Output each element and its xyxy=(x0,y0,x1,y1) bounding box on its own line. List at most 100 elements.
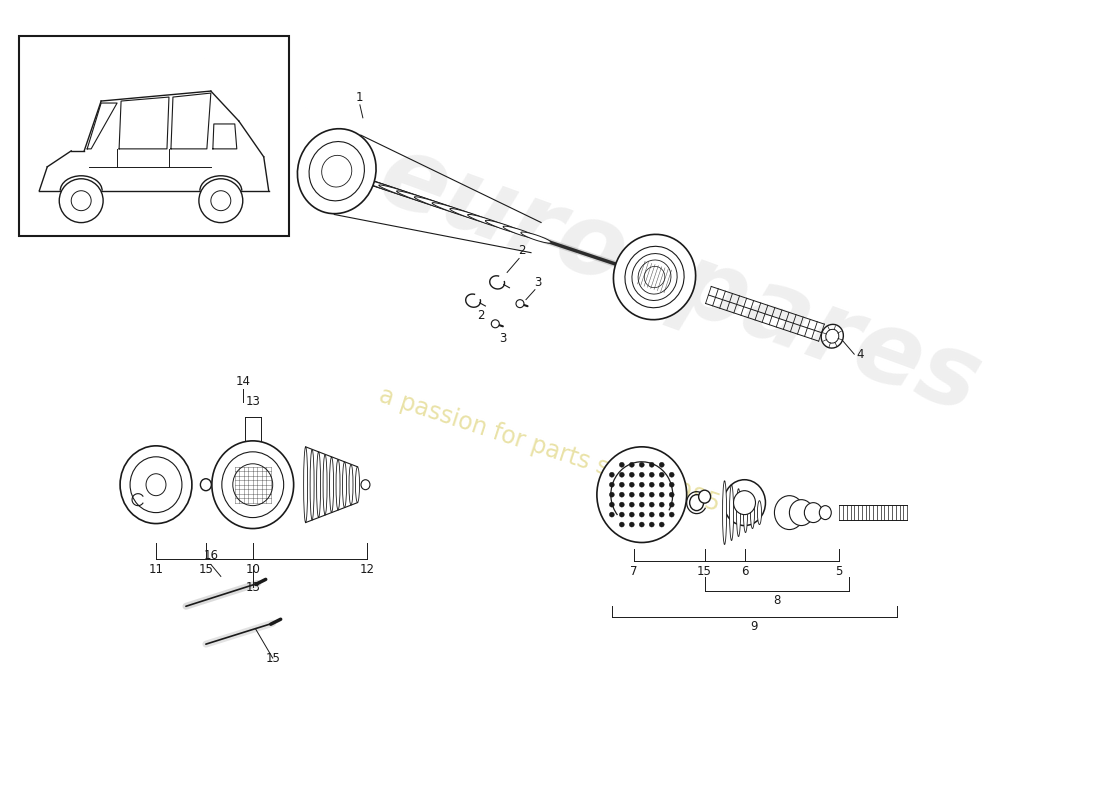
Ellipse shape xyxy=(645,266,664,288)
Circle shape xyxy=(659,482,664,487)
Ellipse shape xyxy=(822,324,844,348)
Ellipse shape xyxy=(200,478,211,490)
Circle shape xyxy=(659,492,664,497)
Ellipse shape xyxy=(729,485,734,541)
Circle shape xyxy=(72,190,91,210)
Circle shape xyxy=(669,502,674,507)
Circle shape xyxy=(629,512,635,517)
Ellipse shape xyxy=(820,506,832,519)
Circle shape xyxy=(639,522,645,527)
Text: a passion for parts since 1985: a passion for parts since 1985 xyxy=(376,383,724,517)
Circle shape xyxy=(516,300,524,308)
Ellipse shape xyxy=(485,220,524,234)
Text: 13: 13 xyxy=(245,582,261,594)
Ellipse shape xyxy=(361,179,428,202)
Ellipse shape xyxy=(597,447,686,542)
Circle shape xyxy=(649,472,654,478)
Circle shape xyxy=(659,472,664,478)
Circle shape xyxy=(619,502,625,507)
Text: eurospares: eurospares xyxy=(366,126,993,434)
Circle shape xyxy=(639,462,645,467)
Ellipse shape xyxy=(750,497,755,529)
Text: 11: 11 xyxy=(148,563,164,576)
Circle shape xyxy=(619,492,625,497)
Ellipse shape xyxy=(297,129,376,214)
Ellipse shape xyxy=(323,454,327,515)
Ellipse shape xyxy=(638,260,671,294)
Ellipse shape xyxy=(432,202,483,220)
Ellipse shape xyxy=(614,234,695,320)
Ellipse shape xyxy=(734,490,756,514)
Circle shape xyxy=(629,502,635,507)
Ellipse shape xyxy=(343,173,415,198)
Ellipse shape xyxy=(342,462,346,508)
Ellipse shape xyxy=(233,464,273,506)
Ellipse shape xyxy=(317,452,320,518)
Circle shape xyxy=(649,512,654,517)
Ellipse shape xyxy=(361,480,370,490)
Circle shape xyxy=(211,190,231,210)
Ellipse shape xyxy=(521,232,551,243)
Text: 3: 3 xyxy=(535,276,541,289)
Text: 12: 12 xyxy=(360,563,375,576)
Circle shape xyxy=(639,472,645,478)
Circle shape xyxy=(659,522,664,527)
Circle shape xyxy=(639,492,645,497)
Ellipse shape xyxy=(309,142,364,201)
Text: 5: 5 xyxy=(836,566,843,578)
Ellipse shape xyxy=(698,490,711,503)
Ellipse shape xyxy=(222,452,284,518)
Circle shape xyxy=(629,472,635,478)
Ellipse shape xyxy=(631,254,678,301)
Ellipse shape xyxy=(321,155,352,187)
Circle shape xyxy=(492,320,499,328)
Circle shape xyxy=(659,512,664,517)
Circle shape xyxy=(629,522,635,527)
Circle shape xyxy=(619,482,625,487)
Text: 2: 2 xyxy=(518,245,526,258)
Ellipse shape xyxy=(146,474,166,496)
Text: 1: 1 xyxy=(356,91,364,104)
Ellipse shape xyxy=(326,167,400,193)
Text: 2: 2 xyxy=(477,309,485,322)
Ellipse shape xyxy=(790,500,813,526)
Circle shape xyxy=(639,512,645,517)
Circle shape xyxy=(649,522,654,527)
Ellipse shape xyxy=(724,480,766,526)
Text: 16: 16 xyxy=(204,550,219,562)
Ellipse shape xyxy=(744,493,748,533)
Circle shape xyxy=(609,482,614,487)
Circle shape xyxy=(629,492,635,497)
Text: 15: 15 xyxy=(265,652,280,665)
Ellipse shape xyxy=(758,501,761,525)
Circle shape xyxy=(639,502,645,507)
Text: 8: 8 xyxy=(773,594,781,607)
Circle shape xyxy=(609,512,614,517)
Circle shape xyxy=(669,482,674,487)
Text: 14: 14 xyxy=(235,375,251,388)
Ellipse shape xyxy=(120,446,191,523)
Circle shape xyxy=(649,482,654,487)
Text: 15: 15 xyxy=(697,566,712,578)
Ellipse shape xyxy=(503,226,538,238)
Ellipse shape xyxy=(468,214,510,230)
Circle shape xyxy=(619,522,625,527)
Circle shape xyxy=(649,492,654,497)
Ellipse shape xyxy=(304,447,308,522)
Ellipse shape xyxy=(690,494,704,510)
Text: 10: 10 xyxy=(245,563,261,576)
Ellipse shape xyxy=(310,450,315,520)
Circle shape xyxy=(649,502,654,507)
Text: 3: 3 xyxy=(499,332,507,345)
Text: 4: 4 xyxy=(857,348,864,361)
Circle shape xyxy=(669,492,674,497)
Circle shape xyxy=(629,462,635,467)
Circle shape xyxy=(59,178,103,222)
Text: 6: 6 xyxy=(740,566,748,578)
Circle shape xyxy=(619,472,625,478)
Ellipse shape xyxy=(625,246,684,308)
Circle shape xyxy=(609,492,614,497)
Ellipse shape xyxy=(130,457,182,513)
Circle shape xyxy=(199,178,243,222)
Circle shape xyxy=(629,482,635,487)
